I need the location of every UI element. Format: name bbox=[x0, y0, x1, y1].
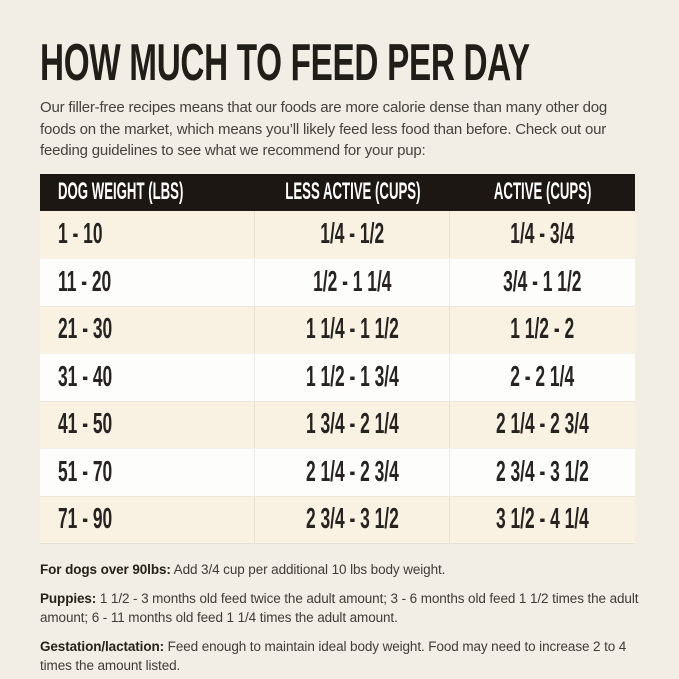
note-puppies-text: 1 1/2 - 3 months old feed twice the adul… bbox=[40, 590, 639, 626]
table-row-1-10: 1 - 10 1/4 - 1/2 1/4 - 3/4 bbox=[40, 210, 635, 258]
feeding-table: DOG WEIGHT (LBS) LESS ACTIVE (CUPS) ACTI… bbox=[40, 173, 635, 544]
cell-active: 2 3/4 - 3 1/2 bbox=[496, 455, 589, 488]
cell-weight: 71 - 90 bbox=[40, 496, 255, 543]
cell-active: 3 1/2 - 4 1/4 bbox=[496, 503, 589, 536]
cell-less-active: 1 1/2 - 1 3/4 bbox=[255, 354, 450, 401]
note-over-90lbs-text: Add 3/4 cup per additional 10 lbs body w… bbox=[170, 562, 446, 577]
table-row-51-70: 51 - 70 2 1/4 - 2 3/4 2 3/4 - 3 1/2 bbox=[40, 448, 635, 496]
cell-active: 3/4 - 1 1/2 bbox=[503, 265, 582, 298]
note-over-90lbs: For dogs over 90lbs: Add 3/4 cup per add… bbox=[40, 560, 646, 580]
table-row-21-30: 21 - 30 1 1/4 - 1 1/2 1 1/2 - 2 bbox=[40, 305, 635, 353]
note-puppies-label: Puppies: bbox=[40, 590, 97, 606]
note-puppies: Puppies: 1 1/2 - 3 months old feed twice… bbox=[40, 589, 646, 628]
cell-active: 1/4 - 3/4 bbox=[510, 217, 575, 250]
note-gestation-lactation-text: Feed enough to maintain ideal body weigh… bbox=[40, 638, 627, 674]
cell-weight: 41 - 50 bbox=[40, 401, 255, 448]
cell-less-active: 2 3/4 - 3 1/2 bbox=[255, 496, 450, 543]
cell-weight: 11 - 20 bbox=[40, 259, 255, 306]
column-header-dog-weight: DOG WEIGHT (LBS) bbox=[58, 178, 184, 205]
cell-weight: 21 - 30 bbox=[40, 306, 255, 353]
cell-active: 2 - 2 1/4 bbox=[510, 360, 575, 393]
table-row-31-40: 31 - 40 1 1/2 - 1 3/4 2 - 2 1/4 bbox=[40, 353, 635, 401]
footnotes: For dogs over 90lbs: Add 3/4 cup per add… bbox=[40, 560, 646, 676]
cell-less-active: 1/4 - 1/2 bbox=[255, 210, 450, 258]
table-row-11-20: 11 - 20 1/2 - 1 1/4 3/4 - 1 1/2 bbox=[40, 258, 635, 306]
page-title: HOW MUCH TO FEED PER DAY bbox=[40, 34, 639, 92]
table-header-row: DOG WEIGHT (LBS) LESS ACTIVE (CUPS) ACTI… bbox=[40, 173, 635, 211]
table-body: 1 - 10 1/4 - 1/2 1/4 - 3/4 11 - 20 1/2 -… bbox=[40, 210, 635, 544]
cell-less-active: 1 1/4 - 1 1/2 bbox=[255, 306, 450, 353]
column-header-active: ACTIVE (CUPS) bbox=[493, 178, 592, 205]
note-over-90lbs-label: For dogs over 90lbs: bbox=[40, 562, 171, 577]
note-gestation-lactation: Gestation/lactation: Feed enough to main… bbox=[40, 637, 646, 676]
page-title-text: HOW MUCH TO FEED PER DAY bbox=[40, 34, 530, 92]
intro-paragraph: Our filler-free recipes means that our f… bbox=[40, 99, 608, 159]
cell-weight: 31 - 40 bbox=[40, 354, 255, 401]
cell-less-active: 1 3/4 - 2 1/4 bbox=[255, 401, 450, 448]
cell-active: 2 1/4 - 2 3/4 bbox=[496, 408, 589, 441]
table-row-71-90: 71 - 90 2 3/4 - 3 1/2 3 1/2 - 4 1/4 bbox=[40, 495, 635, 543]
cell-weight: 1 - 10 bbox=[40, 210, 255, 258]
cell-active: 1 1/2 - 2 bbox=[510, 313, 575, 346]
cell-less-active: 2 1/4 - 2 3/4 bbox=[255, 449, 450, 496]
cell-weight: 51 - 70 bbox=[40, 449, 255, 496]
note-gestation-lactation-label: Gestation/lactation: bbox=[40, 638, 165, 654]
column-header-less-active: LESS ACTIVE (CUPS) bbox=[284, 178, 421, 205]
cell-less-active: 1/2 - 1 1/4 bbox=[255, 259, 450, 306]
table-row-41-50: 41 - 50 1 3/4 - 2 1/4 2 1/4 - 2 3/4 bbox=[40, 400, 635, 448]
